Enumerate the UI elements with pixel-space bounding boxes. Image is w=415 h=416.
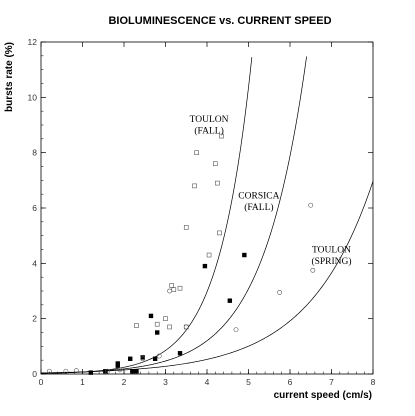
curve-label-0-line-1: (FALL) xyxy=(194,126,223,137)
x-tick-label: 6 xyxy=(288,377,293,387)
curve-annotations: TOULON(FALL)CORSICA(FALL)TOULON(SPRING) xyxy=(190,115,352,267)
point-filled-square-5 xyxy=(130,369,135,374)
x-tick-label: 0 xyxy=(39,377,44,387)
point-open-square-13 xyxy=(215,180,220,186)
point-filled-square-14 xyxy=(242,252,247,258)
point-open-square-10 xyxy=(194,150,199,155)
point-filled-square-4 xyxy=(128,356,133,361)
chart-title: BIOLUMINESCENCE vs. CURRENT SPEED xyxy=(108,15,331,27)
point-open-circle-5 xyxy=(140,356,146,362)
x-tick-label: 4 xyxy=(205,377,210,387)
point-open-circle-10 xyxy=(277,289,283,295)
y-tick-label: 4 xyxy=(32,258,37,268)
point-filled-square-3 xyxy=(115,361,120,366)
curve-label-0-line-0: TOULON xyxy=(190,115,229,125)
y-axis-label: bursts rate (%) xyxy=(4,42,15,112)
point-open-square-6 xyxy=(177,285,183,291)
point-filled-square-8 xyxy=(148,313,154,319)
x-tick-label: 1 xyxy=(80,377,85,387)
point-open-square-15 xyxy=(219,133,224,139)
point-filled-square-9 xyxy=(152,356,158,361)
curve-label-1-line-1: (FALL) xyxy=(244,202,273,213)
point-open-square-7 xyxy=(183,225,189,230)
point-open-square-11 xyxy=(206,252,212,258)
y-tick-label: 2 xyxy=(32,314,37,324)
x-tick-label: 5 xyxy=(246,377,251,387)
x-tick-label: 3 xyxy=(163,377,168,387)
fit-curves xyxy=(40,56,374,374)
x-tick-label: 8 xyxy=(371,377,376,387)
x-tick-label: 7 xyxy=(329,377,334,387)
point-filled-square-11 xyxy=(177,351,183,356)
point-open-square-1 xyxy=(154,321,160,327)
curve-label-2-line-1: (SPRING) xyxy=(311,256,351,267)
point-open-square-3 xyxy=(167,324,172,330)
point-open-square-4 xyxy=(169,283,175,288)
point-open-circle-4 xyxy=(117,367,123,373)
y-tick-label: 8 xyxy=(32,148,37,158)
point-open-square-9 xyxy=(192,183,197,189)
point-filled-square-6 xyxy=(134,369,139,374)
point-open-circle-9 xyxy=(233,327,239,333)
curve-label-2-line-0: TOULON xyxy=(312,245,351,255)
point-open-circle-8 xyxy=(183,324,189,330)
fit-curve-2 xyxy=(40,181,374,374)
y-tick-label: 12 xyxy=(28,37,38,47)
point-open-square-2 xyxy=(163,316,168,321)
fit-curve-0 xyxy=(40,57,253,374)
point-filled-square-10 xyxy=(155,330,160,335)
x-axis-label: current speed (cm/s) xyxy=(274,390,372,401)
y-tick-label: 6 xyxy=(32,203,37,213)
point-open-circle-11 xyxy=(308,202,314,208)
point-filled-square-2 xyxy=(115,363,120,368)
point-open-circle-6 xyxy=(156,353,162,359)
plot-frame xyxy=(40,41,374,375)
point-filled-square-7 xyxy=(140,355,145,360)
data-points xyxy=(46,133,316,375)
point-open-circle-7 xyxy=(167,288,173,294)
point-open-square-5 xyxy=(171,287,177,292)
point-open-circle-12 xyxy=(310,267,316,273)
point-open-square-0 xyxy=(134,323,139,328)
y-tick-label: 10 xyxy=(28,92,38,102)
point-open-circle-2 xyxy=(73,368,79,374)
curve-label-1-line-0: CORSICA xyxy=(238,191,279,201)
y-tick-label: 0 xyxy=(32,369,37,379)
point-open-square-12 xyxy=(213,161,218,167)
point-filled-square-13 xyxy=(227,298,233,303)
point-open-square-14 xyxy=(217,230,222,236)
point-filled-square-12 xyxy=(202,263,208,269)
fit-curve-1 xyxy=(40,56,307,374)
x-tick-label: 2 xyxy=(122,377,127,387)
